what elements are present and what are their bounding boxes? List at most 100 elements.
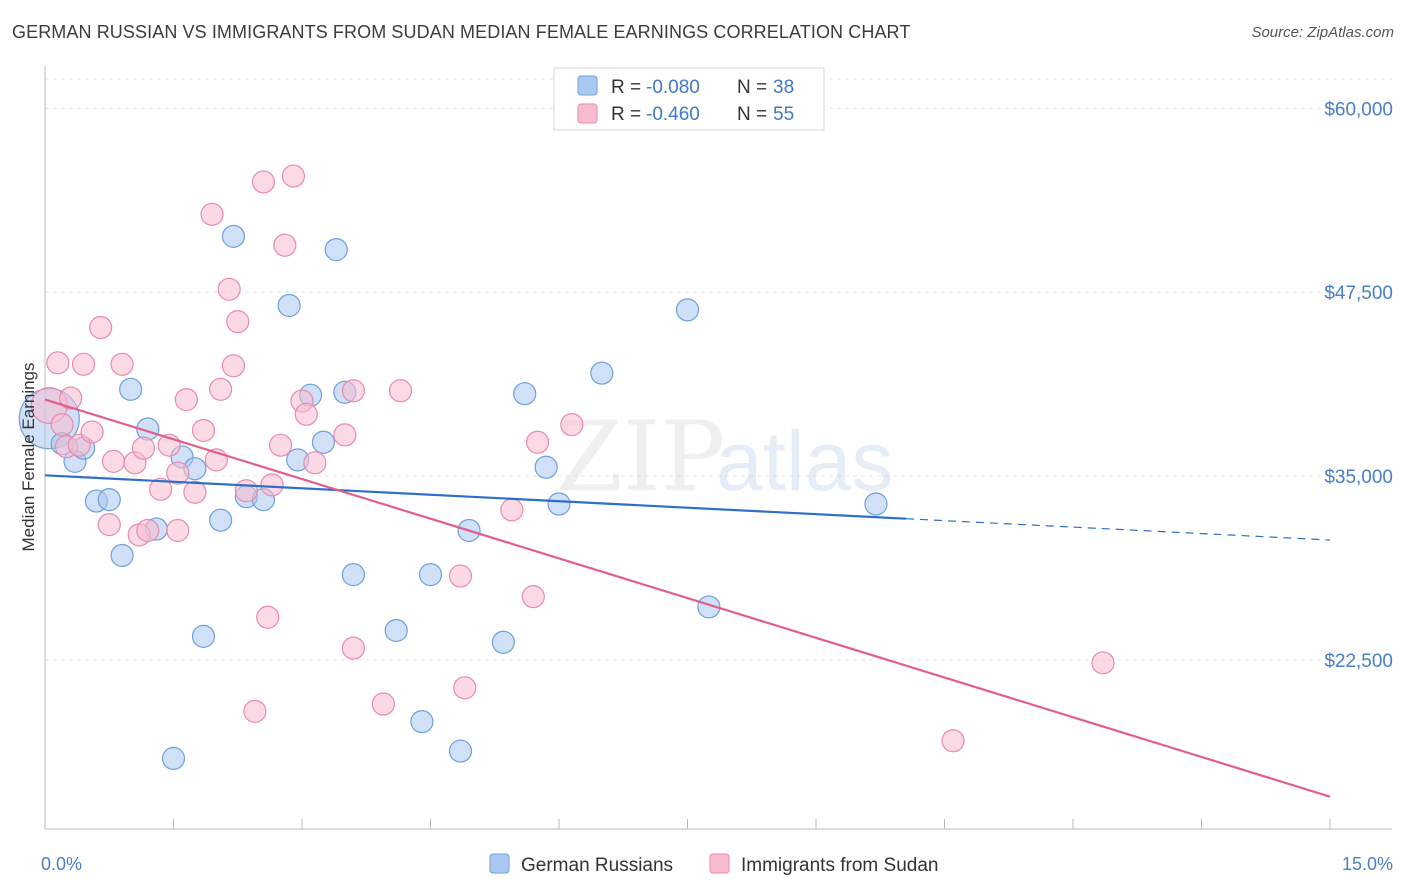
point-immigrants-from-sudan-41 <box>341 379 365 403</box>
y-tick-label-3: $60,000 <box>1324 99 1393 120</box>
point-immigrants-from-sudan-8 <box>89 315 113 340</box>
source-label: Source: ZipAtlas.com <box>1251 24 1394 41</box>
point-german-russians-37 <box>864 492 888 516</box>
point-immigrants-from-sudan-45 <box>448 564 473 588</box>
point-german-russians-28 <box>448 739 473 763</box>
point-immigrants-from-sudan-42 <box>341 636 365 660</box>
chart-title: GERMAN RUSSIAN VS IMMIGRANTS FROM SUDAN … <box>12 22 911 42</box>
y-tick-labels: $22,500 $35,000 $47,500 $60,000 <box>1324 99 1393 671</box>
series-legend-label-german-russians: German Russians <box>521 855 673 876</box>
point-german-russians-25 <box>384 618 408 643</box>
x-tick-label-max: 15.0% <box>1342 854 1393 874</box>
point-immigrants-from-sudan-50 <box>560 412 584 437</box>
point-immigrants-from-sudan-30 <box>243 699 267 723</box>
legend-r-label: R = <box>611 104 641 125</box>
point-german-russians-7 <box>119 377 143 401</box>
watermark-zip: ZIP <box>556 401 725 513</box>
grid-lines <box>45 78 1392 661</box>
trend-line-immigrants-from-sudan <box>44 398 1331 798</box>
trend-line-extension-german-russians <box>905 518 1331 541</box>
point-immigrants-from-sudan-21 <box>183 480 207 504</box>
point-immigrants-from-sudan-40 <box>333 423 357 447</box>
y-tick-label-0: $22,500 <box>1324 651 1393 672</box>
point-german-russians-27 <box>418 562 443 587</box>
point-german-russians-14 <box>209 508 233 532</box>
point-german-russians-15 <box>221 224 246 248</box>
legend-n-value-german-russians: 38 <box>773 77 794 98</box>
point-immigrants-from-sudan-20 <box>174 387 198 412</box>
series-legend-swatch-german-russians <box>489 853 510 874</box>
point-immigrants-from-sudan-4 <box>59 386 83 410</box>
point-german-russians-31 <box>513 382 537 406</box>
legend-n-label: N = <box>737 104 767 125</box>
point-german-russians-33 <box>547 492 571 516</box>
point-immigrants-from-sudan-1 <box>46 351 70 375</box>
point-german-russians-21 <box>311 430 336 454</box>
point-immigrants-from-sudan-46 <box>453 676 477 700</box>
point-immigrants-from-sudan-15 <box>136 518 160 543</box>
point-immigrants-from-sudan-23 <box>200 202 224 226</box>
legend-swatch-german-russians <box>577 75 598 96</box>
point-german-russians-34 <box>590 361 614 385</box>
point-immigrants-from-sudan-10 <box>101 449 126 473</box>
trend-line-german-russians <box>44 474 907 520</box>
point-immigrants-from-sudan-36 <box>281 164 306 188</box>
point-immigrants-from-sudan-44 <box>388 379 413 403</box>
point-immigrants-from-sudan-52 <box>1091 651 1115 675</box>
point-immigrants-from-sudan-25 <box>209 377 233 401</box>
point-immigrants-from-sudan-18 <box>166 461 190 485</box>
point-immigrants-from-sudan-29 <box>234 479 258 503</box>
point-german-russians-35 <box>675 298 700 322</box>
point-immigrants-from-sudan-14 <box>131 436 156 460</box>
point-immigrants-from-sudan-38 <box>294 402 318 426</box>
point-immigrants-from-sudan-34 <box>268 433 293 457</box>
point-immigrants-from-sudan-26 <box>217 277 241 301</box>
legend-n-value-immigrants-from-sudan: 55 <box>773 104 794 125</box>
point-immigrants-from-sudan-2 <box>50 412 74 437</box>
legend-r-value-immigrants-from-sudan: -0.460 <box>646 104 700 125</box>
watermark-atlas: atlas <box>716 414 893 508</box>
y-tick-label-2: $47,500 <box>1324 283 1393 304</box>
series-legend-label-immigrants-from-sudan: Immigrants from Sudan <box>741 855 938 876</box>
point-german-russians-36 <box>697 595 721 619</box>
point-immigrants-from-sudan-6 <box>71 352 96 376</box>
point-immigrants-from-sudan-47 <box>500 498 524 522</box>
point-german-russians-26 <box>410 710 434 734</box>
point-german-russians-13 <box>191 624 216 648</box>
legend-n-label: N = <box>737 77 767 98</box>
point-german-russians-6 <box>110 543 134 568</box>
trend-lines <box>44 398 1331 798</box>
series-legend: German Russians Immigrants from Sudan <box>489 853 938 876</box>
point-immigrants-from-sudan-48 <box>521 585 545 609</box>
point-german-russians-30 <box>491 630 515 654</box>
point-german-russians-32 <box>534 455 558 479</box>
point-immigrants-from-sudan-32 <box>256 605 280 629</box>
point-german-russians-10 <box>161 746 186 771</box>
y-tick-label-1: $35,000 <box>1324 467 1393 488</box>
watermark: ZIP atlas <box>556 401 893 513</box>
legend-r-value-german-russians: -0.080 <box>646 77 700 98</box>
point-immigrants-from-sudan-11 <box>110 352 134 376</box>
point-immigrants-from-sudan-9 <box>97 512 121 537</box>
point-immigrants-from-sudan-31 <box>251 170 276 194</box>
point-immigrants-from-sudan-28 <box>226 310 250 334</box>
point-immigrants-from-sudan-33 <box>260 473 284 497</box>
legend-box <box>553 67 825 131</box>
x-tick-labels: 0.0% 15.0% <box>41 854 1393 874</box>
point-immigrants-from-sudan-16 <box>149 477 173 501</box>
point-immigrants-from-sudan-51 <box>941 729 965 753</box>
point-german-russians-24 <box>341 562 365 587</box>
point-immigrants-from-sudan-39 <box>303 451 327 475</box>
series-legend-swatch-immigrants-from-sudan <box>709 853 730 874</box>
point-german-russians-5 <box>97 487 121 512</box>
y-axis-title: Median Female Earnings <box>19 363 38 552</box>
x-tick-label-min: 0.0% <box>41 854 82 874</box>
scatter-points <box>18 164 1115 771</box>
point-immigrants-from-sudan-43 <box>371 692 395 716</box>
legend-r-label: R = <box>611 77 641 98</box>
point-german-russians-18 <box>277 293 301 318</box>
legend-swatch-immigrants-from-sudan <box>577 103 598 124</box>
correlation-legend: R = -0.080 N = 38 R = -0.460 N = 55 <box>553 67 825 131</box>
point-german-russians-22 <box>324 237 348 262</box>
